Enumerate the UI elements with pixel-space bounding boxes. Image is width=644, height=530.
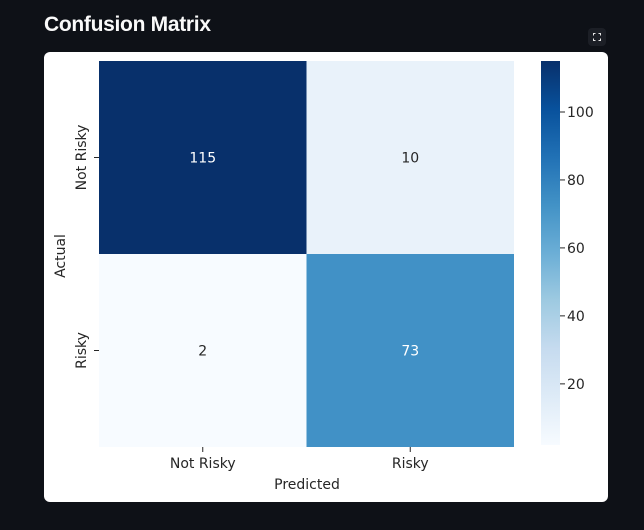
cell-annotation: 10 [401, 151, 419, 167]
page-title: Confusion Matrix [44, 13, 211, 36]
heatmap-cell [306, 61, 514, 254]
heatmap-cell [99, 254, 307, 447]
heatmap-cell [99, 61, 307, 254]
colorbar-tick-label: 60 [567, 241, 585, 257]
y-tick-label: Not Risky [74, 125, 90, 191]
x-tick-label: Risky [392, 456, 429, 472]
colorbar-tick-label: 20 [567, 377, 585, 393]
x-tick-label: Not Risky [170, 456, 236, 472]
chart-card: 115 10 2 73 Not Risky Risky Not Risky Risky 20… [44, 52, 608, 502]
colorbar-tick-label: 40 [567, 309, 585, 325]
y-tick-label: Risky [74, 332, 90, 369]
colorbar [541, 61, 560, 445]
x-axis-label: Predicted [274, 477, 340, 493]
fullscreen-button[interactable] [588, 28, 606, 46]
y-axis-label: Actual [53, 234, 69, 278]
heatmap-cell [306, 254, 514, 447]
cell-annotation: 115 [189, 151, 216, 167]
confusion-matrix-chart: 115 10 2 73 Not Risky Risky Not Risky Risky 20… [53, 61, 594, 493]
expand-icon [593, 33, 601, 41]
colorbar-tick-label: 100 [567, 105, 594, 121]
colorbar-tick-label: 80 [567, 173, 585, 189]
cell-annotation: 2 [198, 344, 207, 360]
cell-annotation: 73 [401, 344, 419, 360]
